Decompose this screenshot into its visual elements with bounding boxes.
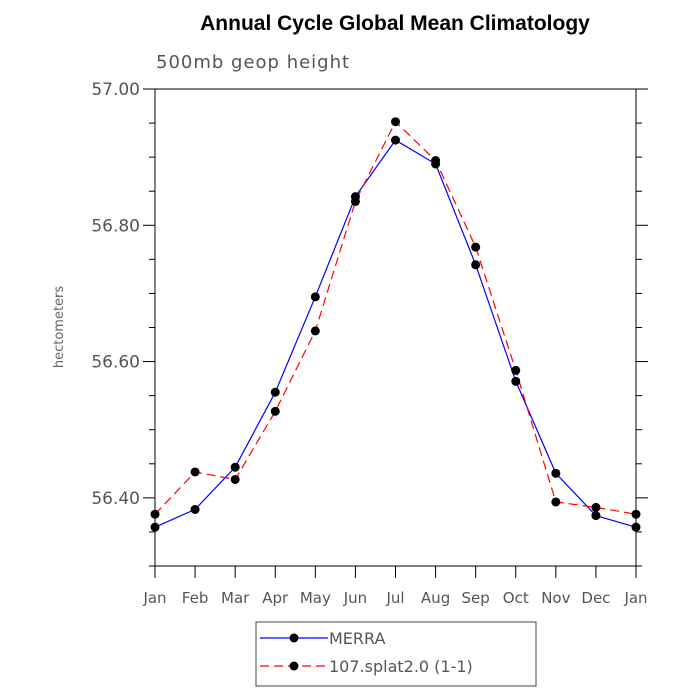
data-point-series-0 <box>310 292 320 302</box>
series-line-1 <box>154 120 637 515</box>
data-point-series-1 <box>631 509 641 519</box>
data-point-series-0 <box>591 511 601 521</box>
plot-border <box>154 88 637 567</box>
x-tick-label: Aug <box>421 589 450 607</box>
y-tick-label: 56.60 <box>91 353 140 373</box>
x-tick-label: Jan <box>142 589 166 607</box>
data-point-series-0 <box>551 468 561 478</box>
data-point-series-1 <box>431 156 441 166</box>
x-tick-label: Sep <box>462 589 490 607</box>
x-tick-label: Feb <box>182 589 209 607</box>
y-tick-label: 56.80 <box>91 216 140 236</box>
x-tick-label: Jun <box>343 589 367 607</box>
data-point-series-1 <box>511 365 521 375</box>
series-line-0 <box>154 139 637 528</box>
data-point-series-1 <box>591 502 601 512</box>
y-axis-label: hectometers <box>52 286 67 369</box>
plot-frame <box>154 88 637 567</box>
x-tick-label: Mar <box>221 589 250 607</box>
data-point-series-1 <box>391 117 400 127</box>
x-tick-label: Jan <box>623 589 647 607</box>
data-point-series-1 <box>551 497 561 507</box>
x-tick-label: May <box>300 589 331 607</box>
legend-box <box>255 621 537 687</box>
axis-ticks: 56.40 56.60 56.80 57.00 Jan Feb Mar Apr May Jun Ju… <box>91 80 648 607</box>
legend: MERRA 107.splat2.0 (1-1) <box>255 621 537 687</box>
data-point-series-1 <box>310 326 320 336</box>
data-point-series-0 <box>631 522 641 532</box>
data-point-series-1 <box>471 242 481 252</box>
data-point-series-1 <box>270 406 280 416</box>
legend-marker-merra <box>289 633 299 643</box>
data-point-series-1 <box>190 467 200 477</box>
x-tick-label: Nov <box>541 589 570 607</box>
x-tick-label: Jul <box>385 589 404 607</box>
data-point-series-0 <box>150 522 160 532</box>
y-tick-label: 56.40 <box>91 489 140 509</box>
data-point-series-0 <box>190 504 200 514</box>
data-point-series-1 <box>230 474 240 484</box>
data-point-series-0 <box>270 387 280 397</box>
legend-label-splat: 107.splat2.0 (1-1) <box>329 657 473 676</box>
data-point-series-1 <box>350 196 360 206</box>
data-point-series-0 <box>230 462 240 472</box>
data-point-series-0 <box>511 376 521 386</box>
x-tick-label: Apr <box>262 589 289 607</box>
chart-subtitle: 500mb geop height <box>156 52 350 73</box>
x-tick-label: Dec <box>581 589 610 607</box>
chart-title: Annual Cycle Global Mean Climatology <box>200 12 590 35</box>
series-layer <box>150 117 641 532</box>
data-point-series-0 <box>391 135 400 145</box>
legend-label-merra: MERRA <box>329 629 386 648</box>
data-point-series-0 <box>471 260 481 270</box>
legend-marker-splat <box>289 661 299 671</box>
y-tick-label: 57.00 <box>91 80 140 100</box>
data-point-series-1 <box>150 509 160 519</box>
x-tick-label: Oct <box>503 589 529 607</box>
